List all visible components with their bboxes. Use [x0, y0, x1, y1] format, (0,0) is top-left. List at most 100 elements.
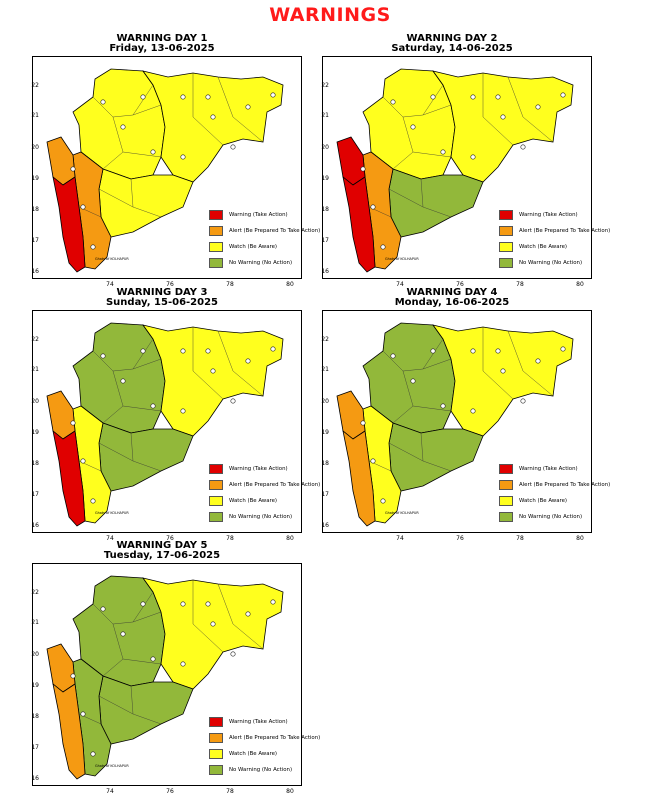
weather-icon [270, 92, 276, 98]
legend-swatch [499, 496, 513, 506]
weather-icon [410, 378, 416, 384]
legend-swatch [499, 480, 513, 490]
legend-label: No Warning (No Action) [229, 260, 293, 266]
weather-icon [535, 104, 541, 110]
district-boundary [132, 104, 162, 116]
y-tick-label: 19 [31, 175, 39, 182]
weather-icon [470, 408, 476, 414]
legend: Warning (Take Action) Alert (Be Prepared … [209, 461, 320, 525]
weather-icon [70, 673, 76, 679]
legend-item: Warning (Take Action) [209, 714, 320, 730]
district-boundary [412, 151, 452, 158]
legend-label: No Warning (No Action) [519, 260, 583, 266]
weather-icon [500, 114, 506, 120]
legend-swatch [209, 242, 223, 252]
x-tick-label: 76 [166, 788, 174, 795]
weather-icon [495, 348, 501, 354]
district-boundary [482, 327, 514, 400]
zone-vidarbha [432, 70, 574, 183]
legend-swatch [209, 496, 223, 506]
legend-label: Warning (Take Action) [229, 466, 288, 472]
weather-icon [90, 244, 96, 250]
y-tick-label: 16 [31, 522, 39, 529]
y-tick-label: 20 [321, 398, 329, 405]
legend-swatch [209, 226, 223, 236]
weather-icon [70, 420, 76, 426]
district-boundary [217, 76, 264, 143]
zone-coast-north [46, 643, 76, 693]
y-tick-label: 17 [321, 237, 329, 244]
weather-icon [560, 346, 566, 352]
district-boundary [388, 442, 424, 462]
legend-swatch [499, 210, 513, 220]
warning-day-panel: WARNING DAY 3 Sunday, 15-06-2025 Warning (… [12, 287, 320, 543]
warning-day-panel: WARNING DAY 2 Saturday, 14-06-2025 Warning… [302, 34, 610, 289]
weather-icon [150, 403, 156, 409]
weather-icon [470, 94, 476, 100]
district-boundary [217, 330, 264, 397]
weather-icon [430, 94, 436, 100]
x-tick-label: 74 [396, 535, 404, 542]
legend-label: No Warning (No Action) [519, 514, 583, 520]
panel-title: WARNING DAY 1 [116, 33, 208, 44]
weather-icon [470, 154, 476, 160]
x-tick-label: 80 [576, 281, 584, 288]
map-label-kolhapur: Ghats of KOLHAPUR [95, 764, 129, 768]
legend-item: Alert (Be Prepared To Take Action) [209, 477, 320, 493]
weather-icon [230, 144, 236, 150]
weather-icon [70, 166, 76, 172]
y-tick-label: 20 [31, 144, 39, 151]
y-tick-label: 19 [31, 429, 39, 436]
weather-icon [270, 599, 276, 605]
legend-swatch [209, 464, 223, 474]
weather-icon [440, 403, 446, 409]
district-boundary [507, 76, 554, 143]
x-tick-label: 74 [106, 281, 114, 288]
zone-marathwada [98, 675, 194, 745]
panel-title: WARNING DAY 3 [116, 287, 208, 298]
legend-item: Warning (Take Action) [499, 461, 610, 477]
district-boundary [217, 583, 264, 650]
weather-icon [370, 458, 376, 464]
maharashtra-map [46, 575, 284, 780]
weather-icon [100, 99, 106, 105]
x-tick-label: 78 [516, 535, 524, 542]
legend-item: Warning (Take Action) [209, 207, 320, 223]
x-tick-label: 80 [286, 535, 294, 542]
y-tick-label: 17 [31, 744, 39, 751]
y-tick-label: 16 [321, 522, 329, 529]
legend-item: Watch (Be Aware) [209, 239, 320, 255]
legend-item: Alert (Be Prepared To Take Action) [209, 730, 320, 746]
weather-icon [80, 204, 86, 210]
legend-item: Alert (Be Prepared To Take Action) [209, 223, 320, 239]
legend-item: Alert (Be Prepared To Take Action) [499, 477, 610, 493]
legend-item: Watch (Be Aware) [209, 493, 320, 509]
legend-swatch [209, 749, 223, 759]
legend-label: Watch (Be Aware) [229, 498, 278, 504]
y-tick-label: 18 [31, 460, 39, 467]
zone-coast-north [336, 390, 366, 440]
zone-vidarbha [142, 324, 284, 437]
panel-date: Tuesday, 17-06-2025 [103, 550, 221, 561]
y-tick-label: 19 [31, 682, 39, 689]
weather-icon [180, 601, 186, 607]
weather-icon [210, 114, 216, 120]
legend-swatch [499, 464, 513, 474]
district-boundary [92, 338, 154, 372]
y-tick-label: 18 [321, 206, 329, 213]
weather-icon [245, 104, 251, 110]
district-boundary [132, 358, 162, 370]
legend-label: Alert (Be Prepared To Take Action) [229, 482, 321, 488]
weather-icon [150, 149, 156, 155]
weather-icon [120, 378, 126, 384]
legend-label: Alert (Be Prepared To Take Action) [229, 228, 321, 234]
panel-date: Friday, 13-06-2025 [109, 43, 215, 54]
district-boundary [132, 611, 162, 623]
x-tick-label: 80 [576, 535, 584, 542]
map-label-kolhapur: Ghats of KOLHAPUR [95, 257, 129, 261]
legend-label: No Warning (No Action) [229, 514, 293, 520]
legend-swatch [499, 512, 513, 522]
district-boundary [192, 73, 224, 146]
district-boundary [98, 695, 134, 715]
weather-icon [180, 348, 186, 354]
